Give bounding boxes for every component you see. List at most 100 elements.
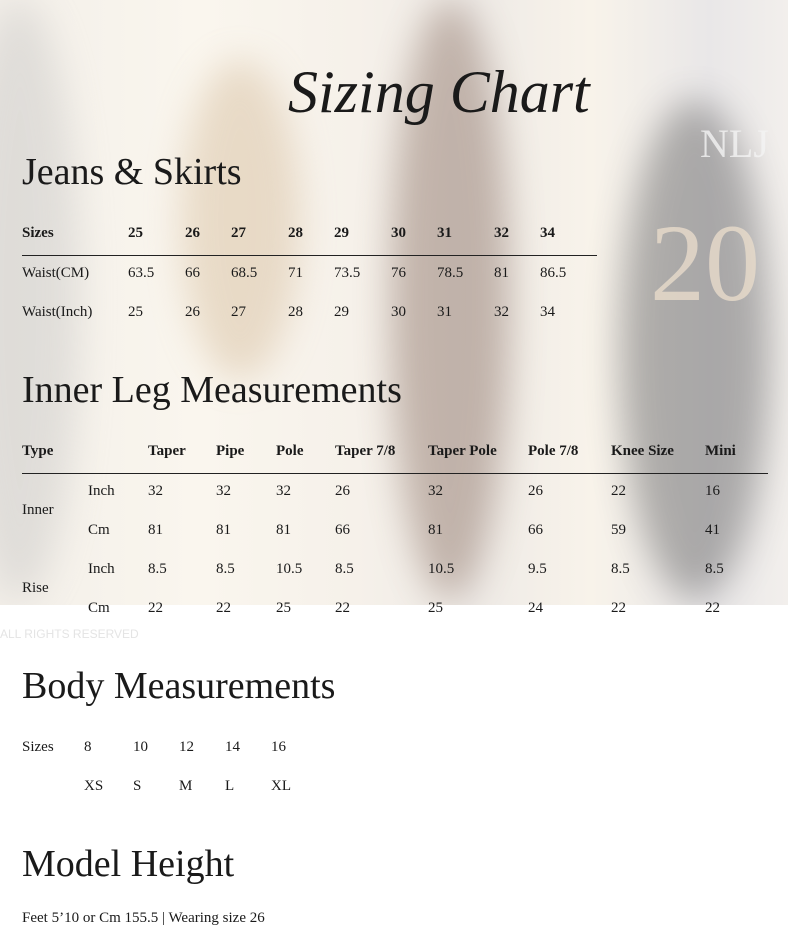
inner-leg-header-cell: Taper 7/8 bbox=[335, 443, 396, 459]
inner-leg-cell: 22 bbox=[611, 483, 626, 499]
inner-leg-header-cell: Type bbox=[22, 443, 54, 459]
body-size-letter: S bbox=[133, 778, 142, 794]
jeans-header-cell: 32 bbox=[494, 225, 509, 241]
jeans-cell: Waist(CM) bbox=[22, 265, 90, 281]
inner-leg-cell: 26 bbox=[335, 483, 350, 499]
jeans-cell: 73.5 bbox=[334, 265, 361, 281]
inner-leg-cell: Cm bbox=[88, 600, 110, 616]
jeans-header-cell: 34 bbox=[540, 225, 555, 241]
jeans-header-cell: 29 bbox=[334, 225, 349, 241]
inner-leg-cell: 22 bbox=[216, 600, 231, 616]
jeans-header-cell: 26 bbox=[185, 225, 200, 241]
year-watermark: 20 bbox=[650, 202, 760, 324]
jeans-cell: 68.5 bbox=[231, 265, 258, 281]
jeans-cell: 28 bbox=[288, 304, 303, 320]
body-size-letter: M bbox=[179, 778, 193, 794]
inner-leg-cell: 8.5 bbox=[705, 561, 724, 577]
brand-watermark: NLJ bbox=[700, 121, 769, 166]
inner-leg-divider bbox=[22, 473, 768, 474]
inner-leg-cell: 66 bbox=[335, 522, 350, 538]
jeans-header-cell: 27 bbox=[231, 225, 246, 241]
jeans-cell: 30 bbox=[391, 304, 406, 320]
body-size-number: 8 bbox=[84, 739, 92, 755]
jeans-header-cell: 31 bbox=[437, 225, 452, 241]
inner-leg-cell: 81 bbox=[216, 522, 231, 538]
inner-leg-cell: 81 bbox=[428, 522, 443, 538]
rights-watermark: ALL RIGHTS RESERVED bbox=[0, 627, 139, 641]
inner-leg-header-cell: Mini bbox=[705, 443, 736, 459]
inner-leg-cell: 22 bbox=[611, 600, 626, 616]
inner-leg-cell: 16 bbox=[705, 483, 720, 499]
jeans-header-cell: 28 bbox=[288, 225, 303, 241]
body-size-number: 12 bbox=[179, 739, 194, 755]
inner-leg-cell: 25 bbox=[428, 600, 443, 616]
body-size-number: 14 bbox=[225, 739, 240, 755]
body-heading: Body Measurements bbox=[22, 665, 336, 707]
inner-leg-cell: 8.5 bbox=[611, 561, 630, 577]
inner-leg-header-cell: Taper Pole bbox=[428, 443, 497, 459]
inner-leg-cell: 81 bbox=[148, 522, 163, 538]
jeans-cell: 31 bbox=[437, 304, 452, 320]
inner-leg-cell: 8.5 bbox=[216, 561, 235, 577]
inner-leg-cell: Inch bbox=[88, 483, 115, 499]
inner-leg-cell: Cm bbox=[88, 522, 110, 538]
jeans-cell: 25 bbox=[128, 304, 143, 320]
inner-leg-cell: 32 bbox=[216, 483, 231, 499]
body-size-letter: XS bbox=[84, 778, 104, 794]
jeans-cell: 71 bbox=[288, 265, 303, 281]
inner-leg-cell: 10.5 bbox=[428, 561, 455, 577]
jeans-cell: 76 bbox=[391, 265, 406, 281]
model-heading: Model Height bbox=[22, 843, 235, 885]
body-size-letter: XL bbox=[271, 778, 291, 794]
jeans-cell: 81 bbox=[494, 265, 509, 281]
jeans-cell: 26 bbox=[185, 304, 200, 320]
inner-leg-header-cell: Pole 7/8 bbox=[528, 443, 579, 459]
inner-leg-group-label: Rise bbox=[22, 580, 49, 596]
page-title: Sizing Chart bbox=[288, 59, 590, 125]
inner-leg-cell: 8.5 bbox=[148, 561, 167, 577]
jeans-cell: 63.5 bbox=[128, 265, 155, 281]
inner-leg-cell: 8.5 bbox=[335, 561, 354, 577]
inner-leg-cell: 22 bbox=[335, 600, 350, 616]
jeans-cell: 32 bbox=[494, 304, 509, 320]
jeans-heading: Jeans & Skirts bbox=[22, 151, 242, 193]
jeans-cell: Waist(Inch) bbox=[22, 304, 93, 320]
jeans-cell: 86.5 bbox=[540, 265, 567, 281]
jeans-cell: 27 bbox=[231, 304, 246, 320]
inner-leg-cell: 24 bbox=[528, 600, 543, 616]
jeans-divider bbox=[22, 255, 597, 256]
inner-leg-cell: 59 bbox=[611, 522, 626, 538]
inner-leg-cell: 26 bbox=[528, 483, 543, 499]
jeans-cell: 66 bbox=[185, 265, 200, 281]
jeans-header-cell: Sizes bbox=[22, 225, 54, 241]
inner-leg-cell: 32 bbox=[276, 483, 291, 499]
jeans-cell: 78.5 bbox=[437, 265, 464, 281]
inner-leg-cell: 22 bbox=[705, 600, 720, 616]
inner-leg-header-cell: Pole bbox=[276, 443, 304, 459]
inner-leg-cell: 32 bbox=[428, 483, 443, 499]
body-size-letter: L bbox=[225, 778, 235, 794]
inner-leg-heading: Inner Leg Measurements bbox=[22, 369, 402, 411]
inner-leg-cell: 25 bbox=[276, 600, 291, 616]
inner-leg-cell: 9.5 bbox=[528, 561, 547, 577]
inner-leg-cell: 32 bbox=[148, 483, 163, 499]
jeans-header-cell: 30 bbox=[391, 225, 406, 241]
model-info: Feet 5’10 or Cm 155.5 | Wearing size 26 bbox=[22, 910, 265, 926]
inner-leg-header-cell: Pipe bbox=[216, 443, 245, 459]
jeans-header-cell: 25 bbox=[128, 225, 143, 241]
body-size-number: 10 bbox=[133, 739, 148, 755]
background-photo: NLJ 20 bbox=[0, 0, 788, 605]
inner-leg-cell: Inch bbox=[88, 561, 115, 577]
inner-leg-cell: 81 bbox=[276, 522, 291, 538]
inner-leg-group-label: Inner bbox=[22, 502, 54, 518]
inner-leg-cell: 66 bbox=[528, 522, 543, 538]
inner-leg-header-cell: Knee Size bbox=[611, 443, 674, 459]
jeans-cell: 29 bbox=[334, 304, 349, 320]
inner-leg-header-cell: Taper bbox=[148, 443, 186, 459]
body-size-number: 16 bbox=[271, 739, 286, 755]
body-sizes-label: Sizes bbox=[22, 739, 54, 755]
inner-leg-cell: 41 bbox=[705, 522, 720, 538]
jeans-cell: 34 bbox=[540, 304, 555, 320]
inner-leg-cell: 10.5 bbox=[276, 561, 303, 577]
inner-leg-cell: 22 bbox=[148, 600, 163, 616]
